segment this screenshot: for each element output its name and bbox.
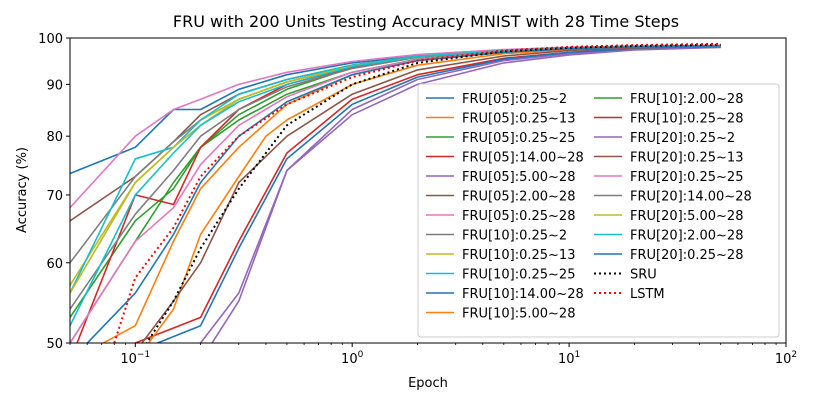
legend: FRU[05]:0.25~2 FRU[05]:0.25~13 FRU[05]:0.2… bbox=[417, 83, 780, 338]
legend-label: FRU[10]:0.25~25 bbox=[462, 268, 575, 283]
series-line-22 bbox=[113, 42, 721, 343]
legend-label: FRU[05]:5.00~28 bbox=[462, 170, 575, 185]
x-tick-label: 100 bbox=[341, 350, 364, 367]
y-axis: 50 60 70 80 90 100 bbox=[38, 32, 70, 352]
legend-label: FRU[10]:2.00~28 bbox=[630, 92, 743, 107]
x-tick-label: 102 bbox=[775, 350, 797, 367]
legend-box bbox=[417, 83, 780, 338]
legend-label: FRU[20]:2.00~28 bbox=[630, 229, 743, 244]
y-tick-label: 100 bbox=[38, 32, 63, 47]
legend-label: SRU bbox=[630, 268, 657, 283]
y-tick-label: 90 bbox=[46, 78, 63, 93]
legend-label: FRU[05]:14.00~28 bbox=[462, 151, 584, 166]
legend-label: FRU[10]:0.25~28 bbox=[630, 112, 743, 127]
series-line-10 bbox=[155, 46, 721, 343]
x-tick-label: 10−1 bbox=[120, 350, 150, 367]
legend-label: LSTM bbox=[630, 287, 665, 302]
legend-label: FRU[10]:14.00~28 bbox=[462, 287, 584, 302]
x-axis-title: Epoch bbox=[408, 376, 448, 391]
legend-label: FRU[20]:0.25~2 bbox=[630, 131, 735, 146]
chart-title: FRU with 200 Units Testing Accuracy MNIS… bbox=[173, 12, 679, 31]
legend-label: FRU[05]:2.00~28 bbox=[462, 190, 575, 205]
legend-label: FRU[05]:0.25~2 bbox=[462, 92, 567, 107]
legend-label: FRU[10]:5.00~28 bbox=[462, 307, 575, 322]
y-axis-title: Accuracy (%) bbox=[15, 147, 30, 233]
y-tick-label: 70 bbox=[46, 189, 63, 204]
legend-label: FRU[20]:0.25~28 bbox=[630, 248, 743, 263]
x-tick-label: 101 bbox=[558, 350, 580, 367]
y-tick-label: 80 bbox=[46, 130, 63, 145]
legend-label: FRU[05]:0.25~25 bbox=[462, 131, 575, 146]
legend-label: FRU[20]:5.00~28 bbox=[630, 209, 743, 224]
legend-label: FRU[20]:0.25~25 bbox=[630, 170, 743, 185]
legend-label: FRU[10]:0.25~2 bbox=[462, 229, 567, 244]
series-line-20 bbox=[86, 45, 721, 343]
series-line-21 bbox=[145, 43, 721, 343]
plot-area bbox=[70, 42, 721, 343]
legend-label: FRU[05]:0.25~28 bbox=[462, 209, 575, 224]
legend-label: FRU[05]:0.25~13 bbox=[462, 112, 575, 127]
series-line-14 bbox=[194, 46, 721, 343]
y-tick-label: 60 bbox=[46, 257, 63, 272]
legend-label: FRU[20]:0.25~13 bbox=[630, 151, 743, 166]
legend-label: FRU[20]:14.00~28 bbox=[630, 190, 752, 205]
plot-frame bbox=[69, 37, 787, 344]
legend-label: FRU[10]:0.25~13 bbox=[462, 248, 575, 263]
series-line-11 bbox=[147, 45, 721, 343]
y-tick-label: 50 bbox=[46, 337, 63, 352]
series-line-19 bbox=[70, 45, 721, 327]
x-axis: 10−1 100 101 102 bbox=[69, 343, 797, 367]
